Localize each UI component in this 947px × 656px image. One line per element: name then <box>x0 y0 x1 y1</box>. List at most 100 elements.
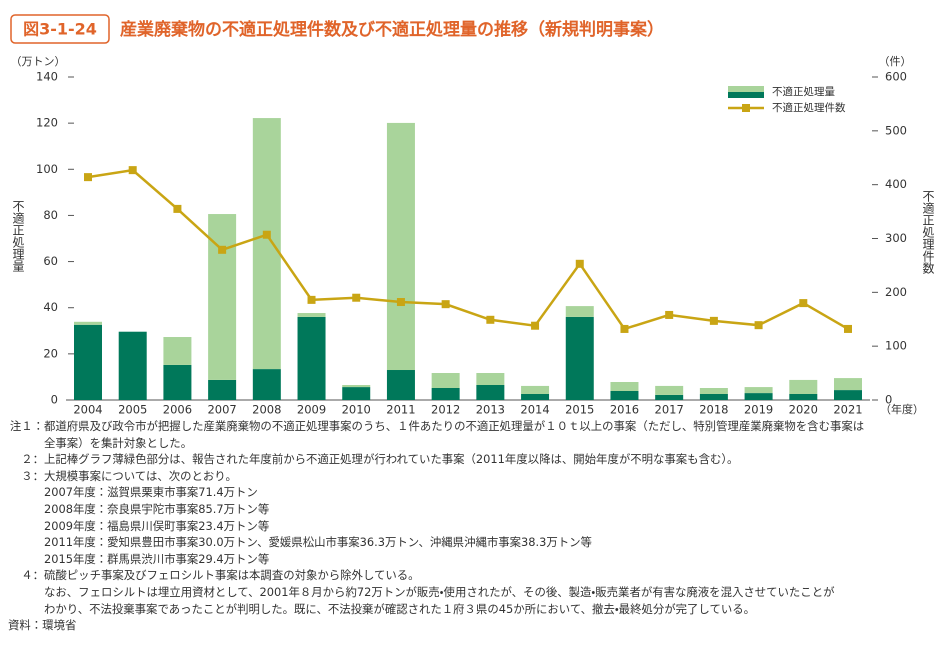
x-tick-label: 2019 <box>744 403 773 417</box>
bar-segment <box>163 364 192 400</box>
legend-label: 不適正処理量 <box>772 85 835 98</box>
x-tick-label: 2020 <box>789 403 818 417</box>
note-line: 都道府県及び政令市が把握した産業廃棄物の不適正処理事案のうち、１件あたりの不適正… <box>44 419 865 433</box>
bar-segment <box>699 394 728 400</box>
note: ２： 上記棒グラフ薄緑色部分は、報告された年度前から不適正処理が行われていた事案（… <box>8 451 944 468</box>
x-unit: （年度） <box>880 402 924 416</box>
y-axis-label: 不適正処理量 <box>11 200 25 272</box>
note-line: 2009年度：福島県川俣町事案23.4万トン等 <box>44 518 270 533</box>
bar-segment <box>386 370 415 400</box>
bar-segment <box>74 324 102 400</box>
note-line: なお、フェロシルトは埋立用資材として、2001年８月から約72万トンが販売・使用… <box>44 584 835 599</box>
note-line: 2007年度：滋賀県栗東市事案71.4万トン <box>44 485 258 500</box>
bar-segment <box>476 385 505 400</box>
line-marker <box>486 315 495 324</box>
bar-segment <box>476 373 505 386</box>
line-marker <box>396 298 405 307</box>
bar-segment <box>208 214 237 380</box>
y-tick-label: 80 <box>43 208 58 222</box>
bar-segment <box>342 385 371 388</box>
line-marker <box>173 204 182 213</box>
bar-segment <box>565 316 594 400</box>
y2-tick-label: 100 <box>885 339 907 353</box>
bar-segment <box>789 379 818 395</box>
note-line: 大規模事案については、次のとおり。 <box>44 468 237 483</box>
line <box>87 168 849 331</box>
y-tick-label: 140 <box>36 70 58 84</box>
x-tick-label: 2016 <box>610 403 639 417</box>
bar-segment <box>118 331 147 400</box>
line-marker <box>575 259 584 268</box>
x-tick-label: 2008 <box>252 403 281 417</box>
y-tick-label: 40 <box>43 300 58 314</box>
note-line: 硫酸ピッチ事案及びフェロシルト事案は本調査の対象から除外している。 <box>44 568 420 583</box>
note-label: ２： <box>21 452 44 467</box>
line-marker <box>620 324 629 333</box>
line-marker <box>307 295 316 304</box>
note-body: 都道府県及び政令市が把握した産業廃棄物の不適正処理事案のうち、１件あたりの不適正… <box>44 418 864 451</box>
line-marker <box>128 166 137 175</box>
y2-tick-label: 400 <box>885 177 907 191</box>
line-marker <box>218 245 227 254</box>
note-body: 上記棒グラフ薄緑色部分は、報告された年度前から不適正処理が行われていた事案（20… <box>44 451 738 468</box>
note-label: ４： <box>21 568 44 583</box>
x-tick-label: 2010 <box>342 403 371 417</box>
x-tick-label: 2017 <box>655 403 684 417</box>
bar-segment <box>163 337 192 365</box>
bar-segment <box>744 393 773 400</box>
bar-segment <box>74 321 102 325</box>
y-tick-label: 20 <box>43 346 58 360</box>
note-body: 大規模事案については、次のとおり。 2007年度：滋賀県栗東市事案71.4万トン 2… <box>44 468 592 568</box>
x-tick-label: 2013 <box>476 403 505 417</box>
note-body: 硫酸ピッチ事案及びフェロシルト事案は本調査の対象から除外している。 なお、フェロシ… <box>44 567 834 617</box>
bar-segment <box>208 379 237 400</box>
bar-segment <box>655 394 684 400</box>
line-marker <box>531 321 540 330</box>
bar-segment <box>386 122 415 371</box>
legend-swatch <box>728 86 764 92</box>
x-tick-label: 2012 <box>431 403 460 417</box>
legend-swatch <box>742 104 750 112</box>
bar-segment <box>342 387 371 400</box>
legend-swatch <box>728 92 764 98</box>
bar-segment <box>297 316 326 400</box>
note: ４： 硫酸ピッチ事案及びフェロシルト事案は本調査の対象から除外している。 なお、フェ… <box>8 567 944 617</box>
bar-segment <box>834 378 862 391</box>
note-line: 2011年度：愛知県豊田市事案30.0万トン、愛媛県松山市事案36.3万トン、沖… <box>44 535 592 550</box>
chart-title: 産業廃棄物の不適正処理件数及び不適正処理量の推移（新規判明事案） <box>120 19 664 40</box>
y-tick-label: 0 <box>51 393 58 407</box>
bar-segment <box>521 385 550 395</box>
bar-segment <box>610 391 639 400</box>
note-line: 全事案）を集計対象とした。 <box>44 435 193 450</box>
x-tick-label: 2005 <box>118 403 147 417</box>
chart: 図3-1-24 産業廃棄物の不適正処理件数及び不適正処理量の推移（新規判明事案）… <box>10 14 935 417</box>
x-tick-label: 2009 <box>297 403 326 417</box>
x-tick-label: 2018 <box>699 403 728 417</box>
bar-segment <box>744 387 773 394</box>
note: 注１： 都道府県及び政令市が把握した産業廃棄物の不適正処理事案のうち、１件あたりの… <box>8 418 944 451</box>
line-marker <box>84 173 92 182</box>
line-marker <box>352 293 361 302</box>
bar-segment <box>252 118 281 370</box>
line-marker <box>262 230 271 239</box>
line-marker <box>665 310 674 319</box>
y2-tick-label: 0 <box>885 393 892 407</box>
legend-label: 不適正処理件数 <box>772 101 846 114</box>
note-line: 上記棒グラフ薄緑色部分は、報告された年度前から不適正処理が行われていた事案（20… <box>44 452 739 467</box>
bar-segment <box>431 388 460 400</box>
line-marker <box>754 321 763 330</box>
bar-segment <box>655 385 684 395</box>
bar-segment <box>699 388 728 395</box>
source: 資料：環境省 <box>8 618 77 633</box>
bar-segment <box>610 382 639 392</box>
figure-label: 図3-1-24 <box>23 20 97 39</box>
note-label: 注１： <box>9 419 44 433</box>
y-tick-label: 100 <box>36 162 58 176</box>
x-tick-label: 2004 <box>73 403 102 417</box>
bar-segment <box>834 390 862 400</box>
x-tick-label: 2014 <box>520 403 549 417</box>
y2-tick-label: 600 <box>885 70 907 84</box>
note-line: わかり、不法投棄事案であったことが判明した。既に、不法投棄が確認された１府３県の… <box>44 601 756 616</box>
y-tick-label: 120 <box>36 116 58 130</box>
